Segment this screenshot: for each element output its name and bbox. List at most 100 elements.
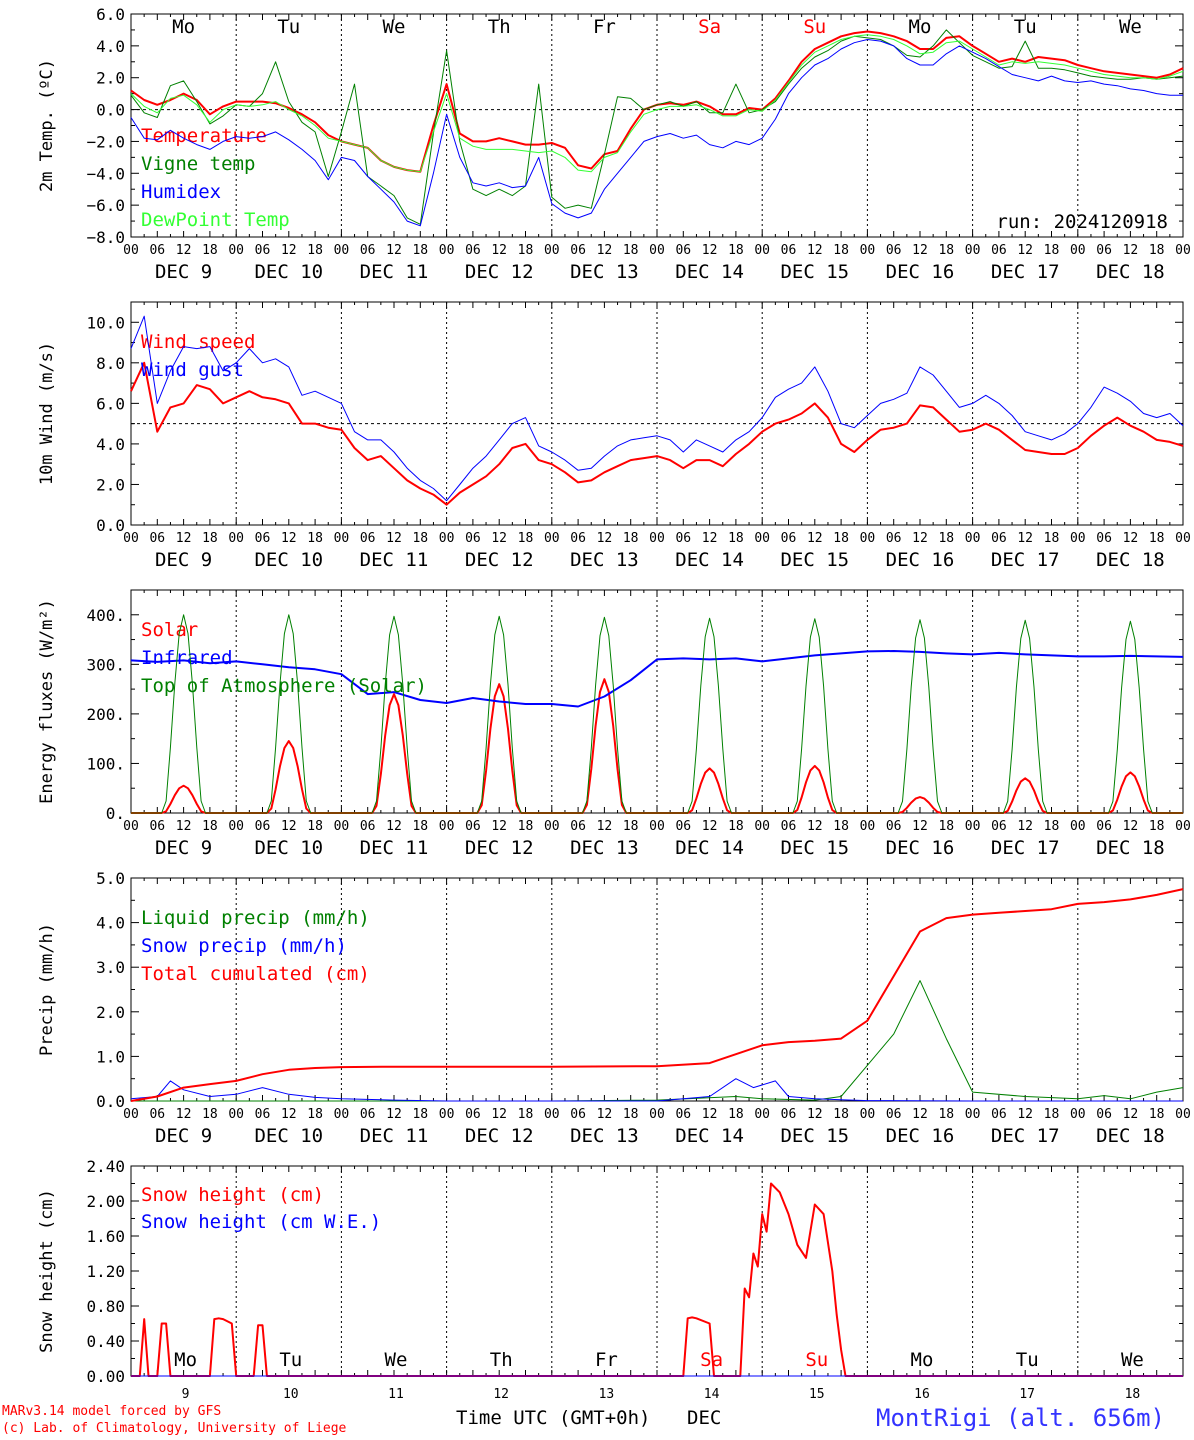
panel-3-day-label: DEC 16 xyxy=(886,1125,955,1147)
panel-1-day-label: DEC 18 xyxy=(1096,549,1165,571)
top-weekday-label: We xyxy=(1119,16,1142,38)
panel-3-hour-tick-label: 06 xyxy=(255,1107,271,1122)
bottom-day-number: 9 xyxy=(182,1387,190,1402)
bottom-day-number: 13 xyxy=(599,1387,615,1402)
panel-2-y-tick-label: 400. xyxy=(86,606,125,625)
x-axis-label: Time UTC (GMT+0h) xyxy=(456,1407,650,1429)
panel-4-legend-0: Snow height (cm) xyxy=(141,1184,324,1206)
top-weekday-label: Tu xyxy=(277,16,300,38)
panel-3-y-tick-label: 0.0 xyxy=(96,1092,125,1111)
panel-4-legend-1: Snow height (cm W.E.) xyxy=(141,1211,381,1233)
panel-1-hour-tick-label: 12 xyxy=(912,531,928,546)
panel-3-hour-tick-label: 12 xyxy=(1017,1107,1033,1122)
panel-2-hour-tick-label: 12 xyxy=(702,819,718,834)
panel-2-day-label: DEC 12 xyxy=(465,837,534,859)
panel-1-hour-tick-label: 06 xyxy=(675,531,691,546)
panel-3-hour-tick-label: 06 xyxy=(991,1107,1007,1122)
panel-2-hour-tick-label: 00 xyxy=(860,819,876,834)
panel-3-day-label: DEC 14 xyxy=(675,1125,744,1147)
panel-2-hour-tick-label: 06 xyxy=(675,819,691,834)
panel-3-hour-tick-label: 00 xyxy=(123,1107,139,1122)
panel-3-hour-tick-label: 00 xyxy=(965,1107,981,1122)
panel-3-hour-tick-label: 06 xyxy=(360,1107,376,1122)
bottom-weekday-label: Sa xyxy=(700,1349,723,1371)
panel-4-y-axis-label: Snow height (cm) xyxy=(37,1189,57,1353)
panel-0-hour-tick-label: 06 xyxy=(781,243,797,258)
panel-3-hour-tick-label: 00 xyxy=(334,1107,350,1122)
panel-3-hour-tick-label: 06 xyxy=(570,1107,586,1122)
panel-1-hour-tick-label: 18 xyxy=(202,531,218,546)
panel-3-day-label: DEC 10 xyxy=(254,1125,323,1147)
panel-0-hour-tick-label: 18 xyxy=(1149,243,1165,258)
panel-2-hour-tick-label: 12 xyxy=(176,819,192,834)
panel-0-hour-tick-label: 06 xyxy=(570,243,586,258)
panel-0-hour-tick-label: 12 xyxy=(491,243,507,258)
panel-0-series-3-line xyxy=(130,34,1184,173)
panel-1-day-label: DEC 13 xyxy=(570,549,639,571)
panel-1-hour-tick-label: 00 xyxy=(1175,531,1191,546)
panel-2-hour-tick-label: 06 xyxy=(360,819,376,834)
panel-1-hour-tick-label: 06 xyxy=(570,531,586,546)
panel-2-hour-tick-label: 18 xyxy=(623,819,639,834)
panel-2-hour-tick-label: 12 xyxy=(491,819,507,834)
panel-3-hour-tick-label: 06 xyxy=(675,1107,691,1122)
panel-2-hour-tick-label: 06 xyxy=(781,819,797,834)
bottom-weekday-label: We xyxy=(1121,1349,1144,1371)
panel-0-day-label: DEC 15 xyxy=(780,261,849,283)
panel-2-hour-tick-label: 18 xyxy=(412,819,428,834)
panel-2-legend-1: Infrared xyxy=(141,647,233,669)
panel-0-hour-tick-label: 00 xyxy=(965,243,981,258)
panel-1-hour-tick-label: 06 xyxy=(1096,531,1112,546)
top-weekday-label: Th xyxy=(488,16,511,38)
run-label: run: 2024120918 xyxy=(996,211,1168,233)
panel-1-hour-tick-label: 00 xyxy=(965,531,981,546)
panel-2-legend-2: Top of Atmosphere (Solar) xyxy=(141,675,427,697)
panel-3-hour-tick-label: 00 xyxy=(1070,1107,1086,1122)
panel-1-day-label: DEC 14 xyxy=(675,549,744,571)
panel-3-hour-tick-label: 12 xyxy=(912,1107,928,1122)
panel-0-hour-tick-label: 18 xyxy=(307,243,323,258)
panel-1-y-tick-label: 6.0 xyxy=(96,394,125,413)
panel-1-hour-tick-label: 00 xyxy=(544,531,560,546)
bottom-day-number: 18 xyxy=(1125,1387,1141,1402)
bottom-weekday-label: Mo xyxy=(911,1349,934,1371)
panel-3-hour-tick-label: 18 xyxy=(412,1107,428,1122)
panel-0-y-tick-label: −8.0 xyxy=(86,228,125,247)
panel-1-y-tick-label: 0.0 xyxy=(96,516,125,535)
bottom-day-number: 14 xyxy=(704,1387,720,1402)
panel-0-hour-tick-label: 00 xyxy=(228,243,244,258)
panel-2-hour-tick-label: 00 xyxy=(965,819,981,834)
panel-0-hour-tick-label: 00 xyxy=(754,243,770,258)
panel-1-hour-tick-label: 06 xyxy=(255,531,271,546)
panel-0-hour-tick-label: 00 xyxy=(649,243,665,258)
panel-2-hour-tick-label: 18 xyxy=(1044,819,1060,834)
panel-1-hour-tick-label: 18 xyxy=(412,531,428,546)
bottom-weekday-label: Fr xyxy=(595,1349,618,1371)
panel-1-y-tick-label: 4.0 xyxy=(96,435,125,454)
panel-3-hour-tick-label: 06 xyxy=(465,1107,481,1122)
panel-3-legend-0: Liquid precip (mm/h) xyxy=(141,907,370,929)
panel-0-hour-tick-label: 12 xyxy=(1017,243,1033,258)
panel-2-hour-tick-label: 18 xyxy=(518,819,534,834)
panel-1-y-axis-label: 10m Wind (m/s) xyxy=(37,342,57,485)
panel-4-y-tick-label: 0.80 xyxy=(86,1297,125,1316)
panel-3-day-label: DEC 12 xyxy=(465,1125,534,1147)
panel-1-series-0-line xyxy=(130,361,1184,506)
panel-1-hour-tick-label: 12 xyxy=(807,531,823,546)
panel-2-day-label: DEC 16 xyxy=(886,837,955,859)
bottom-day-number: 11 xyxy=(388,1387,404,1402)
panel-2-day-label: DEC 10 xyxy=(254,837,323,859)
panel-0-hour-tick-label: 12 xyxy=(912,243,928,258)
bottom-weekday-label: Tu xyxy=(279,1349,302,1371)
panel-0-hour-tick-label: 00 xyxy=(860,243,876,258)
top-weekday-label: Fr xyxy=(593,16,616,38)
panel-1-hour-tick-label: 12 xyxy=(1123,531,1139,546)
panel-0-hour-tick-label: 18 xyxy=(412,243,428,258)
panel-3-legend-2: Total cumulated (cm) xyxy=(141,963,370,985)
panel-1-day-label: DEC 10 xyxy=(254,549,323,571)
panel-1-day-label: DEC 16 xyxy=(886,549,955,571)
panel-0-y-axis-label: 2m Temp. (ºC) xyxy=(37,59,57,192)
panel-0-y-tick-label: 2.0 xyxy=(96,69,125,88)
panel-3-hour-tick-label: 12 xyxy=(386,1107,402,1122)
